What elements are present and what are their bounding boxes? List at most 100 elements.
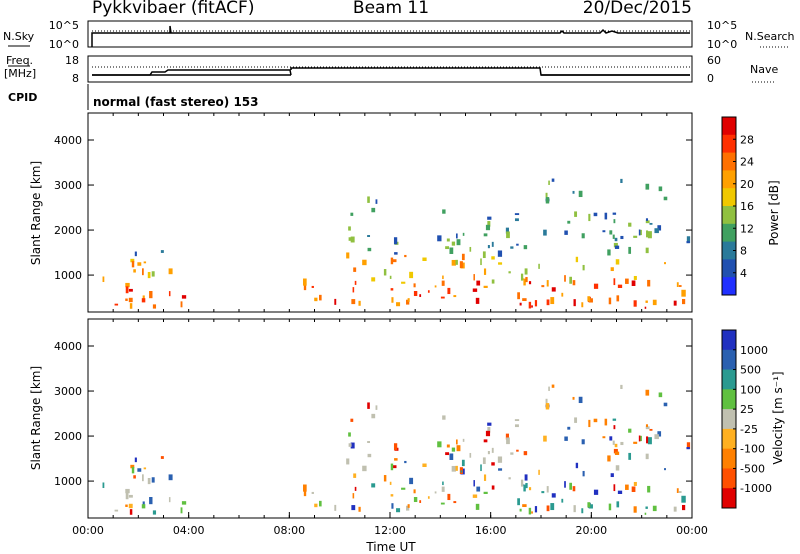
echo-cell xyxy=(569,482,572,490)
freq-left-tick-top: 18 xyxy=(65,54,79,67)
power-panel: 1000 2000 3000 4000 Slant Range [km] 28 24 20… xyxy=(29,112,781,313)
echo-cell xyxy=(160,250,164,253)
echo-cell xyxy=(541,285,545,288)
echo-cell xyxy=(647,231,652,239)
echo-cell xyxy=(528,301,532,309)
echo-cell xyxy=(525,277,528,283)
echo-cell xyxy=(673,506,677,512)
echo-cell xyxy=(371,413,376,419)
echo-cell xyxy=(483,439,488,443)
echo-cell xyxy=(514,213,520,216)
echo-cell xyxy=(491,241,494,247)
echo-cell xyxy=(531,305,533,308)
echo-cell xyxy=(561,292,564,297)
colorbar-swatch xyxy=(722,170,736,189)
echo-cell xyxy=(575,256,579,263)
nsky-trace xyxy=(91,25,690,47)
echo-cell xyxy=(620,178,623,183)
echo-cell xyxy=(131,466,135,474)
echo-cell xyxy=(678,491,682,493)
echo-cell xyxy=(303,285,307,291)
echo-cell xyxy=(581,439,585,445)
nsky-right-label: N.Search xyxy=(745,30,795,43)
echo-cell xyxy=(348,432,351,437)
echo-cell xyxy=(550,503,555,511)
freq-right-label: Nave xyxy=(750,63,778,76)
echo-cell xyxy=(413,496,418,503)
echo-cell xyxy=(114,303,119,306)
echo-cell xyxy=(604,418,608,426)
echo-cell xyxy=(510,246,514,249)
colorbar-tick-label: -25 xyxy=(740,423,758,436)
echo-cell xyxy=(644,306,647,309)
echo-cell xyxy=(125,298,128,301)
colorbar-swatch xyxy=(722,188,736,207)
echo-cell xyxy=(523,484,526,492)
freq-left-tick-bottom: 8 xyxy=(72,72,79,85)
echo-cell xyxy=(446,444,450,448)
echo-cell xyxy=(645,220,650,224)
echo-cell xyxy=(551,384,555,388)
echo-cell xyxy=(567,220,571,224)
echo-cell xyxy=(147,477,151,485)
colorbar-tick-label: -100 xyxy=(740,443,765,456)
velocity-cbar-label: Velocity [m s⁻¹] xyxy=(771,371,785,464)
echo-cell xyxy=(358,506,361,512)
echo-cell xyxy=(658,186,663,192)
echo-cell xyxy=(616,295,620,302)
power-data xyxy=(102,178,691,309)
echo-cell xyxy=(485,224,491,231)
echo-cell xyxy=(647,485,651,493)
echo-cell xyxy=(613,425,616,430)
echo-cell xyxy=(676,488,679,493)
echo-cell xyxy=(673,300,677,306)
echo-cell xyxy=(149,497,153,505)
echo-cell xyxy=(462,438,465,442)
echo-cell xyxy=(638,435,641,442)
echo-cell xyxy=(451,465,456,472)
echo-cell xyxy=(647,437,652,445)
colorbar-tick-label: 28 xyxy=(740,133,754,146)
echo-cell xyxy=(676,282,679,287)
nsky-panel: N.Sky 10^5 10^0 10^5 10^0 N.Search xyxy=(3,19,795,51)
echo-cell xyxy=(461,253,465,261)
echo-cell xyxy=(141,268,144,276)
echo-cell xyxy=(455,465,458,471)
echo-cell xyxy=(181,295,187,299)
echo-cell xyxy=(390,494,394,497)
echo-cell xyxy=(609,436,613,441)
echo-cell xyxy=(647,279,651,287)
echo-cell xyxy=(427,496,430,499)
echo-cell xyxy=(419,500,422,503)
echo-cell xyxy=(401,281,406,284)
echo-cell xyxy=(434,285,437,288)
echo-cell xyxy=(160,456,164,459)
y-tick-label: 3000 xyxy=(54,179,82,192)
echo-cell xyxy=(604,212,608,220)
echo-cell xyxy=(445,452,450,456)
colorbar-swatch xyxy=(722,206,736,225)
echo-cell xyxy=(437,441,442,448)
echo-cell xyxy=(456,445,461,452)
echo-cell xyxy=(686,447,690,450)
y-tick-label: 1000 xyxy=(54,269,82,282)
echo-cell xyxy=(451,259,456,266)
echo-cell xyxy=(546,280,549,287)
echo-cell xyxy=(133,269,136,273)
echo-cell xyxy=(482,251,486,259)
echo-cell xyxy=(134,251,137,257)
echo-cell xyxy=(616,501,620,508)
echo-cell xyxy=(455,233,458,239)
echo-cell xyxy=(487,422,492,426)
echo-cell xyxy=(520,479,524,487)
colorbar-tick-label: 1000 xyxy=(740,344,768,357)
echo-cell xyxy=(548,386,550,391)
colorbar-swatch xyxy=(722,488,736,509)
echo-cell xyxy=(393,237,398,245)
echo-cell xyxy=(348,237,352,241)
echo-cell xyxy=(612,418,617,421)
echo-cell xyxy=(483,233,488,237)
echo-cell xyxy=(614,451,620,455)
echo-cell xyxy=(572,486,576,492)
colorbar-swatch xyxy=(722,277,736,296)
